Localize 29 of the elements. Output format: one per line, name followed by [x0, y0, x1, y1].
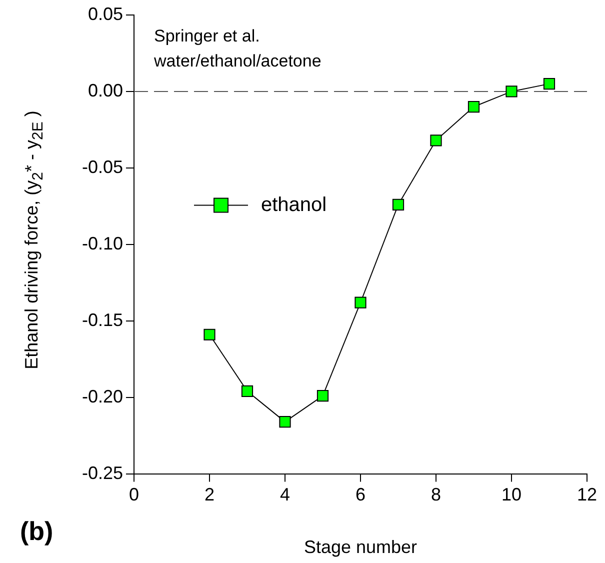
point	[354, 296, 366, 308]
x-tick-label: 0	[128, 484, 140, 505]
y-tick-label: 0.05	[88, 4, 123, 24]
y-tick-label: -0.05	[82, 156, 123, 177]
point	[241, 385, 254, 398]
y-tick-label: -0.25	[82, 462, 123, 483]
annotation: Springer et al.	[154, 26, 260, 46]
x-tick-label: 6	[355, 484, 366, 505]
point	[392, 198, 404, 210]
point	[506, 86, 518, 98]
point	[316, 390, 329, 402]
text: (b)	[20, 516, 54, 546]
x-tick-label: 2	[204, 484, 215, 505]
legend-label: ethanol	[261, 194, 327, 216]
x-tick-label: 4	[280, 484, 290, 505]
x-tick-label: 10	[501, 484, 522, 505]
point	[204, 328, 216, 340]
x-axis-title: Stage number	[304, 537, 418, 558]
x-tick-label: 12	[576, 484, 598, 505]
point	[468, 100, 480, 113]
y-tick-label: 0.00	[88, 80, 123, 100]
point	[543, 78, 556, 90]
annotation: water/ethanol/acetone	[153, 52, 322, 71]
point	[430, 134, 442, 146]
y-tick-label: -0.20	[82, 386, 123, 406]
point	[279, 416, 291, 428]
x-tick-label: 8	[430, 484, 442, 505]
y-tick-label: -0.10	[82, 233, 123, 254]
y-tick-label: -0.15	[82, 310, 123, 330]
